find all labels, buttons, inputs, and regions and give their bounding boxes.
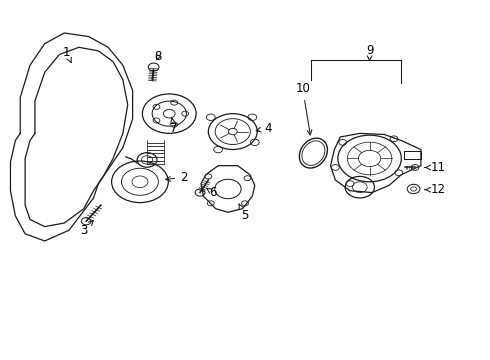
Text: 1: 1 — [63, 46, 71, 63]
Text: 10: 10 — [295, 82, 312, 135]
Text: 5: 5 — [239, 204, 249, 222]
Text: 11: 11 — [425, 161, 445, 174]
Text: 9: 9 — [366, 44, 373, 60]
Text: 4: 4 — [256, 122, 272, 135]
Text: 12: 12 — [425, 183, 445, 196]
Text: 2: 2 — [166, 171, 188, 184]
Text: 7: 7 — [171, 118, 178, 135]
Text: 8: 8 — [154, 50, 162, 63]
Text: 6: 6 — [207, 186, 217, 199]
Text: 3: 3 — [80, 220, 93, 237]
